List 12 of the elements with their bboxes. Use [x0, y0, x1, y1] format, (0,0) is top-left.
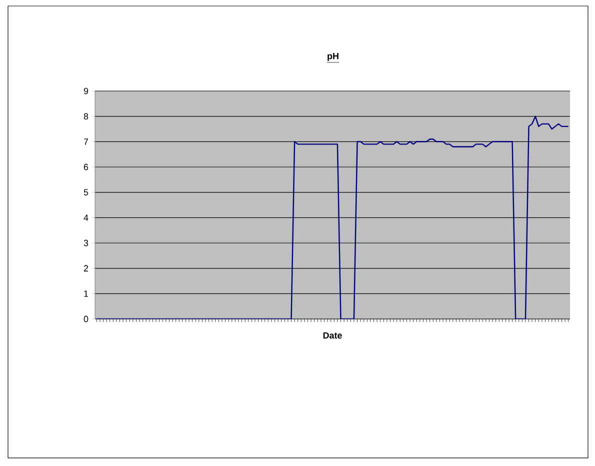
y-tick-label: 4 — [84, 214, 88, 221]
y-tick-label: 3 — [84, 240, 88, 246]
chart-title: pH — [328, 52, 338, 62]
y-tick-label: 7 — [84, 138, 88, 145]
y-tick-label: 2 — [84, 265, 88, 272]
y-tick-label: 8 — [84, 113, 88, 120]
y-tick-label: 9 — [84, 88, 88, 94]
y-tick-label: 6 — [84, 164, 88, 170]
y-tick-label: 0 — [84, 316, 88, 322]
x-axis-title: Date — [323, 332, 342, 339]
y-tick-label: 1 — [84, 290, 88, 297]
y-tick-label: 5 — [84, 189, 88, 196]
